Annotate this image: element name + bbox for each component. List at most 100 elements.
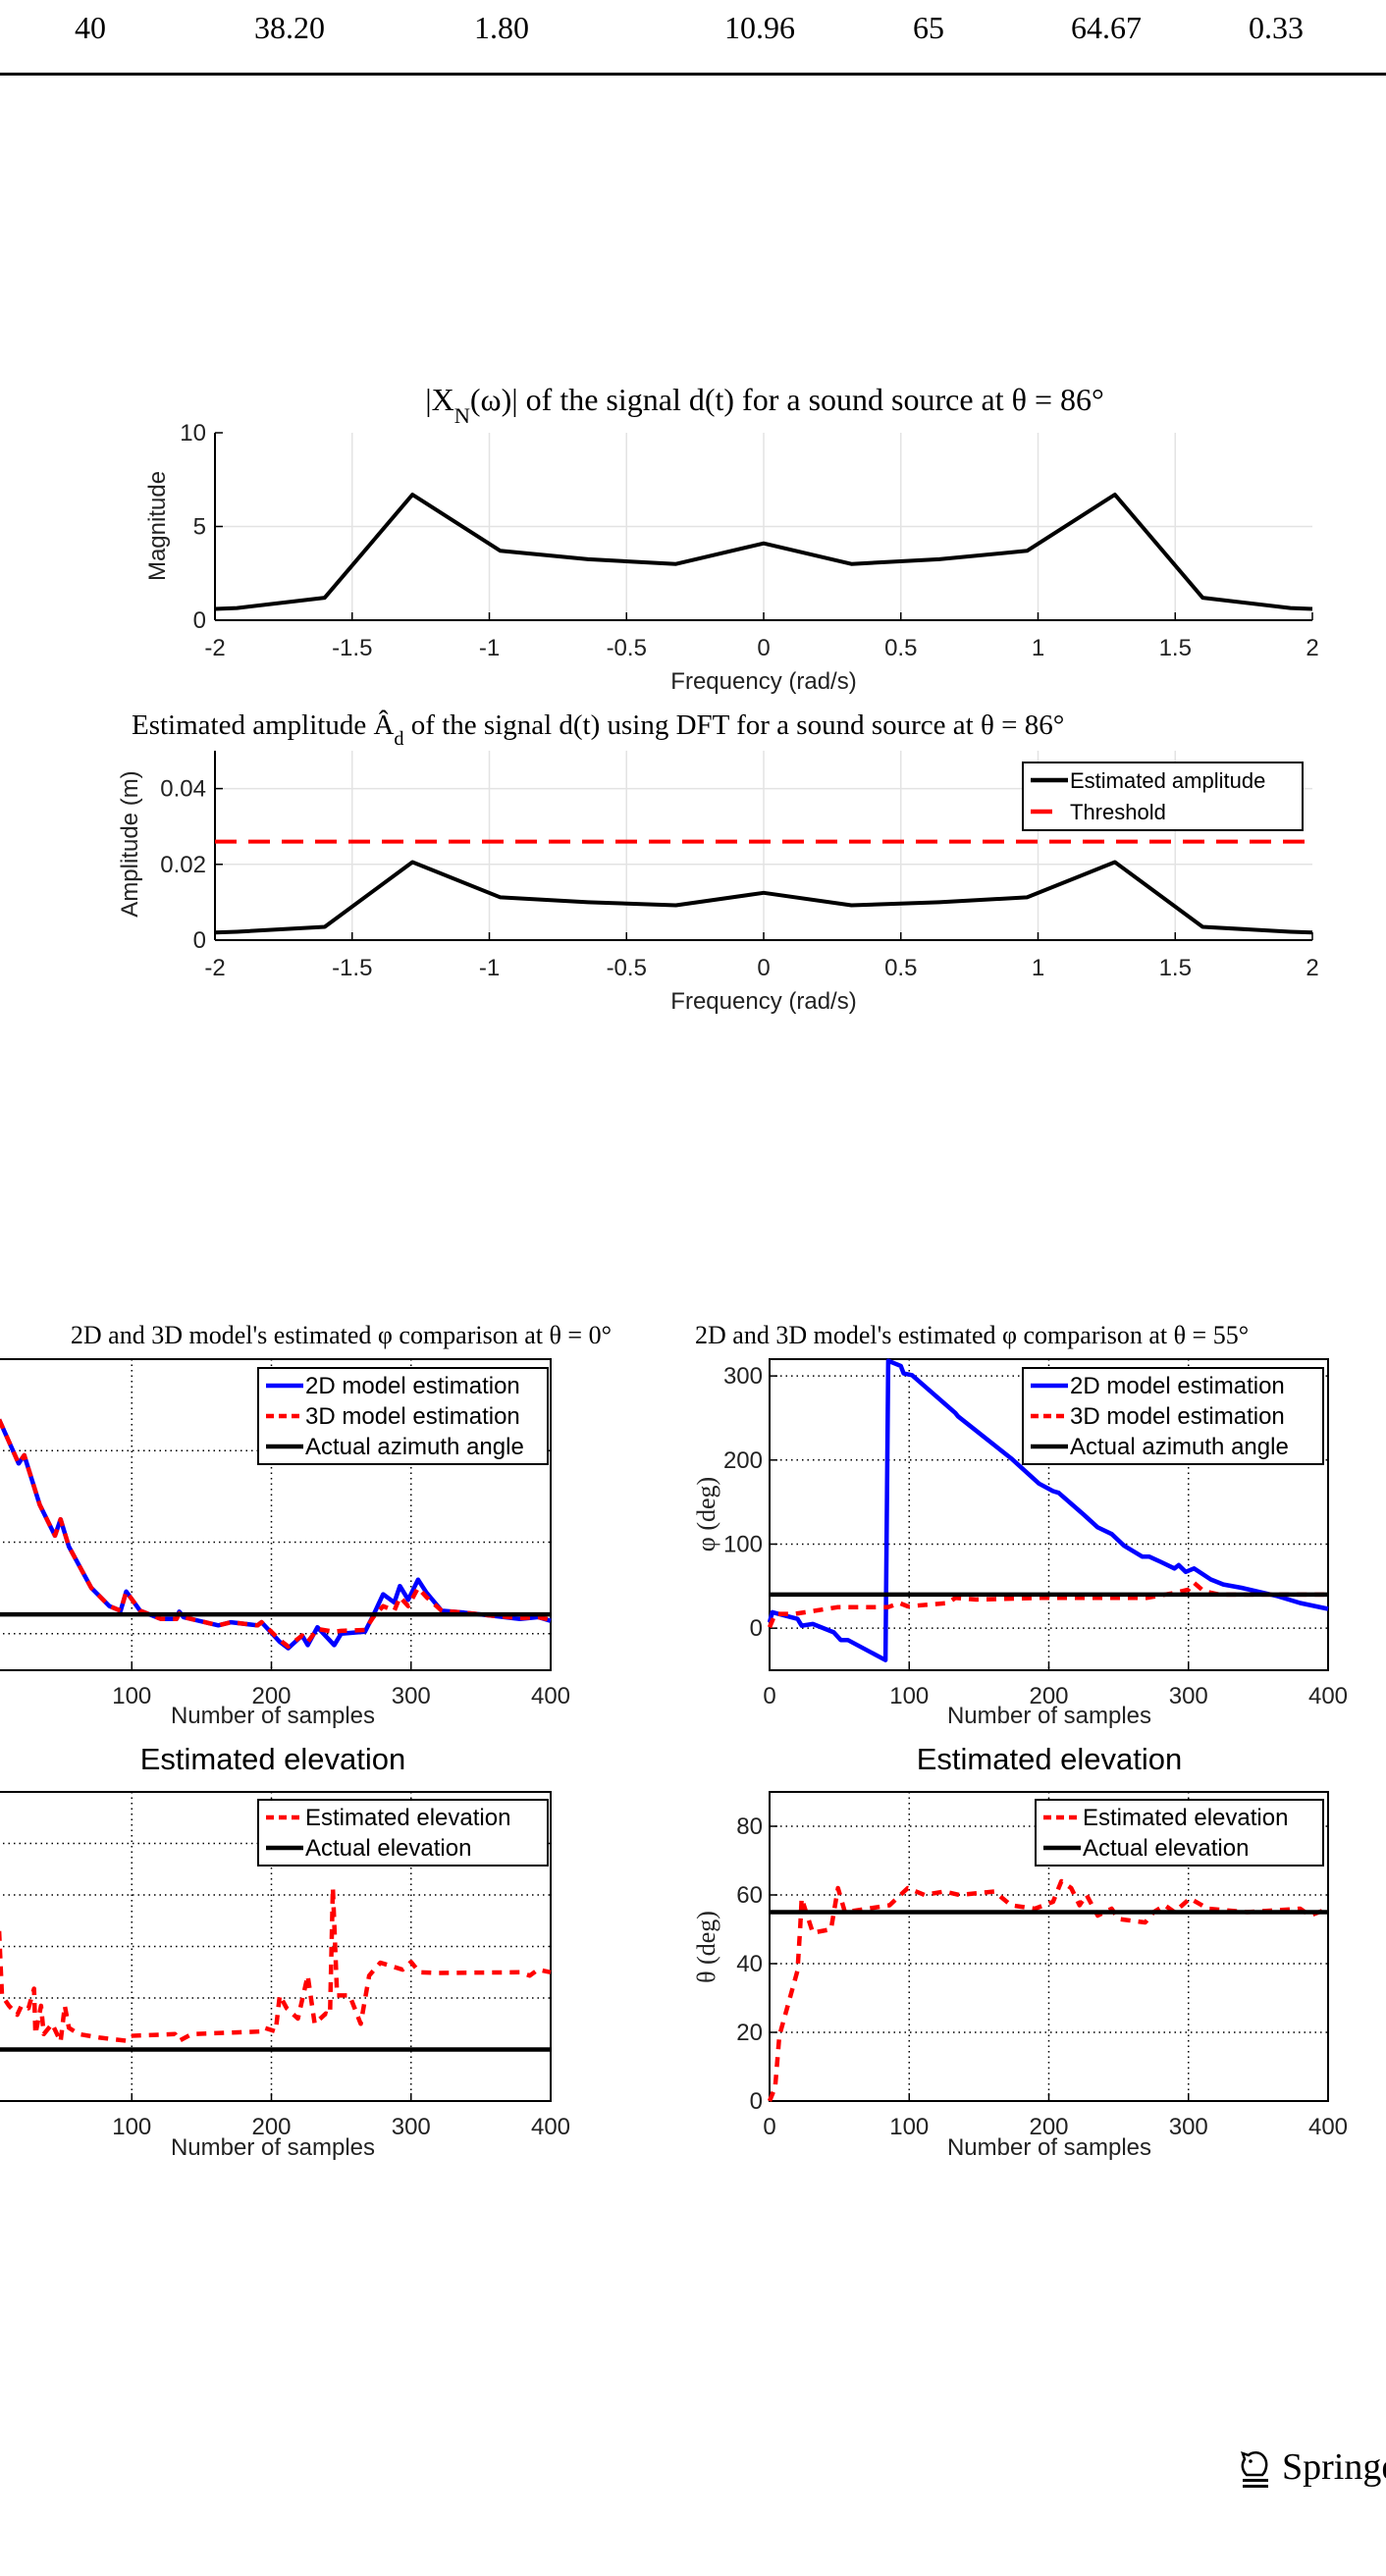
x-tick-label: -1.5 (332, 955, 372, 981)
y-tick-label: 80 (736, 1814, 763, 1840)
axes-box (0, 1791, 552, 2102)
table-cell: 0.33 (1249, 10, 1304, 45)
x-tick-label: 100 (112, 2114, 151, 2140)
x-tick-label: 400 (531, 1683, 570, 1709)
chart-4: 0 100 200 300 400 0 100 200 300 2D and 3D model's… (692, 1321, 1348, 1729)
x-tick-label: 100 (889, 2114, 929, 2140)
x-tick-label: 100 (889, 1683, 929, 1709)
x-tick-label: 1.5 (1159, 955, 1192, 981)
chart-3: 100 200 300 400 2D and 3D model's estimated … (0, 1321, 612, 1729)
x-tick-label: 300 (392, 2114, 431, 2140)
legend: 2D model estimation 3D model estimation Ac… (257, 1367, 549, 1465)
y-tick-label: 300 (723, 1363, 763, 1390)
x-tick-label: 2 (1306, 635, 1318, 661)
legend-label: Threshold (1070, 800, 1166, 824)
chart-title: 2D and 3D model's estimated φ comparison… (695, 1321, 1249, 1349)
y-tick-label: 0 (193, 607, 206, 634)
x-axis-label: Frequency (rad/s) (670, 988, 856, 1015)
x-tick-label: 200 (251, 1683, 291, 1709)
x-tick-label: 0.5 (884, 635, 917, 661)
chart-1: -2 -1.5 -1 -0.5 0 0.5 1 1.5 2 0 5 10 |XN(ω)| of the … (144, 382, 1319, 695)
table-cell: 38.20 (254, 10, 325, 45)
x-tick-label: 200 (1029, 2114, 1068, 2140)
table-cell: 64.67 (1071, 10, 1142, 45)
chart-5: 100 200 300 400 Estimated elevation Number of… (0, 1742, 570, 2161)
x-tick-label: 300 (1169, 2114, 1208, 2140)
x-tick-label: 200 (1029, 1683, 1068, 1709)
x-tick-label: -2 (204, 635, 225, 661)
legend-label: Actual azimuth angle (305, 1434, 524, 1460)
x-tick-label: 400 (1308, 2114, 1348, 2140)
series-line-estimated-elevation (0, 1885, 552, 2044)
legend: Estimated elevation Actual elevation (1035, 1799, 1324, 1866)
chart-title: |XN(ω)| of the signal d(t) for a sound s… (425, 382, 1104, 428)
chart-6: 0 100 200 300 400 0 20 40 60 80 Estimated elevatio… (692, 1742, 1348, 2161)
legend-label: 3D model estimation (305, 1403, 520, 1430)
table-bottom-rule (0, 73, 1386, 76)
x-tick-label: 0 (757, 635, 770, 661)
table-cell: 65 (913, 10, 944, 45)
x-tick-label: 400 (531, 2114, 570, 2140)
series-line-3d-model-estimation (0, 1418, 552, 1650)
legend-box (1022, 1367, 1324, 1465)
y-tick-label: 0 (750, 1615, 763, 1642)
y-tick-label: 20 (736, 2020, 763, 2046)
x-axis-label: Number of samples (947, 1703, 1151, 1729)
x-tick-label: 400 (1308, 1683, 1348, 1709)
x-tick-label: 200 (251, 2114, 291, 2140)
y-axis-label: Amplitude (m) (117, 770, 143, 917)
y-axis-label: Magnitude (144, 471, 171, 581)
y-tick-label: 40 (736, 1951, 763, 1977)
x-tick-label: 0 (763, 1683, 775, 1709)
legend-label: Estimated elevation (1083, 1805, 1288, 1831)
series-line-magnitude (214, 493, 1313, 611)
legend-label: Actual elevation (1083, 1835, 1249, 1862)
table-cell: 1.80 (474, 10, 529, 45)
legend: Estimated amplitude Threshold (1022, 762, 1304, 831)
legend-label: Estimated amplitude (1070, 768, 1265, 793)
y-tick-label: 5 (193, 514, 206, 541)
x-tick-label: -2 (204, 955, 225, 981)
y-axis-label: φ (deg) (692, 1477, 720, 1551)
table-cell: 10.96 (724, 10, 795, 45)
axes-box (769, 1791, 1329, 2102)
legend-label: 3D model estimation (1070, 1403, 1285, 1430)
x-tick-label: 0.5 (884, 955, 917, 981)
y-tick-label: 60 (736, 1882, 763, 1909)
chart-title: 2D and 3D model's estimated φ comparison… (71, 1321, 612, 1349)
legend-label: Estimated elevation (305, 1805, 510, 1831)
x-tick-label: 1 (1032, 955, 1044, 981)
x-tick-label: 1 (1032, 635, 1044, 661)
x-tick-label: -1.5 (332, 635, 372, 661)
x-tick-label: 2 (1306, 955, 1318, 981)
publisher-name: Springer (1282, 2446, 1386, 2488)
y-tick-label: 0.04 (160, 776, 206, 803)
y-tick-label: 0 (750, 2088, 763, 2115)
x-tick-label: 300 (392, 1683, 431, 1709)
legend-box (257, 1799, 549, 1866)
chart-title: Estimated amplitude Âd of the signal d(t… (132, 709, 1064, 750)
x-axis-label: Frequency (rad/s) (670, 668, 856, 695)
x-tick-label: 100 (112, 1683, 151, 1709)
y-tick-label: 100 (723, 1531, 763, 1557)
x-tick-label: 300 (1169, 1683, 1208, 1709)
legend-box (1035, 1799, 1324, 1866)
x-tick-label: -0.5 (607, 955, 647, 981)
x-tick-label: 0 (763, 2114, 775, 2140)
axes-box (0, 1358, 552, 1671)
chart-2: -2 -1.5 -1 -0.5 0 0.5 1 1.5 2 0 0.02 0.04 Estimated … (117, 709, 1319, 1015)
legend: 2D model estimation 3D model estimation Ac… (1022, 1367, 1324, 1465)
y-tick-label: 200 (723, 1447, 763, 1474)
legend: Estimated elevation Actual elevation (257, 1799, 549, 1866)
x-tick-label: -0.5 (607, 635, 647, 661)
x-tick-label: 1.5 (1159, 635, 1192, 661)
legend-label: Actual azimuth angle (1070, 1434, 1289, 1460)
y-tick-label: 0.02 (160, 852, 206, 878)
legend-box (257, 1367, 549, 1465)
y-tick-label: 10 (180, 420, 206, 447)
legend-label: 2D model estimation (1070, 1373, 1285, 1399)
axes-box (769, 1358, 1329, 1671)
chart-title: Estimated elevation (140, 1742, 406, 1776)
series-line-estimated-amplitude (214, 860, 1313, 935)
